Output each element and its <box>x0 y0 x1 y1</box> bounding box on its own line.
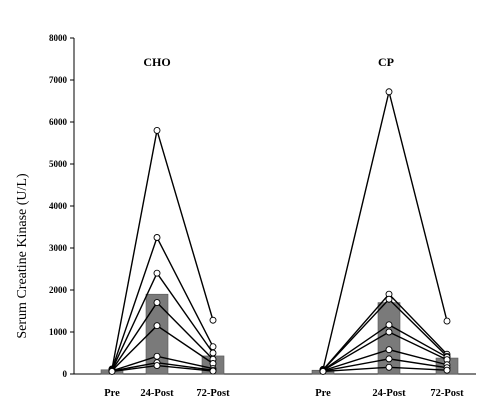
subject-point <box>153 234 161 241</box>
y-tick-label: 1000 <box>49 327 68 337</box>
panel-title: CHO <box>143 55 170 69</box>
x-tick-label: 24-Post <box>140 388 174 399</box>
panel-cho: CHO Pre 24-Post 72-Post <box>100 55 230 399</box>
subject-point <box>209 343 217 351</box>
y-ticks: 0 1000 2000 3000 4000 5000 6000 7000 8000 <box>49 33 74 379</box>
subject-point <box>385 328 393 336</box>
subject-point <box>385 295 393 303</box>
subject-point <box>385 346 393 354</box>
y-tick-label: 7000 <box>49 75 68 85</box>
x-tick-label: 72-Post <box>430 388 464 399</box>
y-tick-label: 5000 <box>49 159 68 169</box>
subject-point <box>209 367 217 375</box>
bar-24-post <box>145 293 169 375</box>
panels: CHO Pre 24-Post 72-Post CP Pre 24-Post 72-Post <box>100 55 464 399</box>
x-tick-label: 72-Post <box>196 388 230 399</box>
y-tick-label: 0 <box>63 369 68 379</box>
subject-point <box>153 362 161 370</box>
y-tick-label: 2000 <box>49 285 68 295</box>
subject-point <box>153 299 161 307</box>
subject-point <box>209 316 217 324</box>
bar-24-post <box>377 302 401 375</box>
y-tick-label: 8000 <box>49 33 68 43</box>
subject-point <box>385 363 393 371</box>
subject-point <box>153 322 161 330</box>
y-tick-label: 3000 <box>49 243 68 253</box>
subject-point <box>385 321 393 329</box>
subject-point <box>153 126 161 134</box>
subject-point <box>385 88 393 96</box>
subject-point <box>443 366 451 374</box>
subject-point <box>443 317 451 325</box>
x-tick-label: 24-Post <box>372 388 406 399</box>
y-axis-title: Serum Creatine Kinase (U/L) <box>15 173 30 339</box>
subject-point <box>108 368 116 375</box>
subject-point <box>153 352 161 360</box>
x-tick-label: Pre <box>104 388 120 399</box>
panel-cp: CP Pre 24-Post 72-Post <box>311 55 464 399</box>
axis-layer: Serum Creatine Kinase (U/L) <box>15 38 476 375</box>
subject-point <box>209 349 217 357</box>
subject-point <box>319 368 327 375</box>
panel-title: CP <box>378 55 394 69</box>
subject-point <box>385 355 393 363</box>
y-tick-label: 4000 <box>49 201 68 211</box>
y-tick-label: 6000 <box>49 117 68 127</box>
x-tick-label: Pre <box>315 388 331 399</box>
subject-point <box>153 269 161 277</box>
